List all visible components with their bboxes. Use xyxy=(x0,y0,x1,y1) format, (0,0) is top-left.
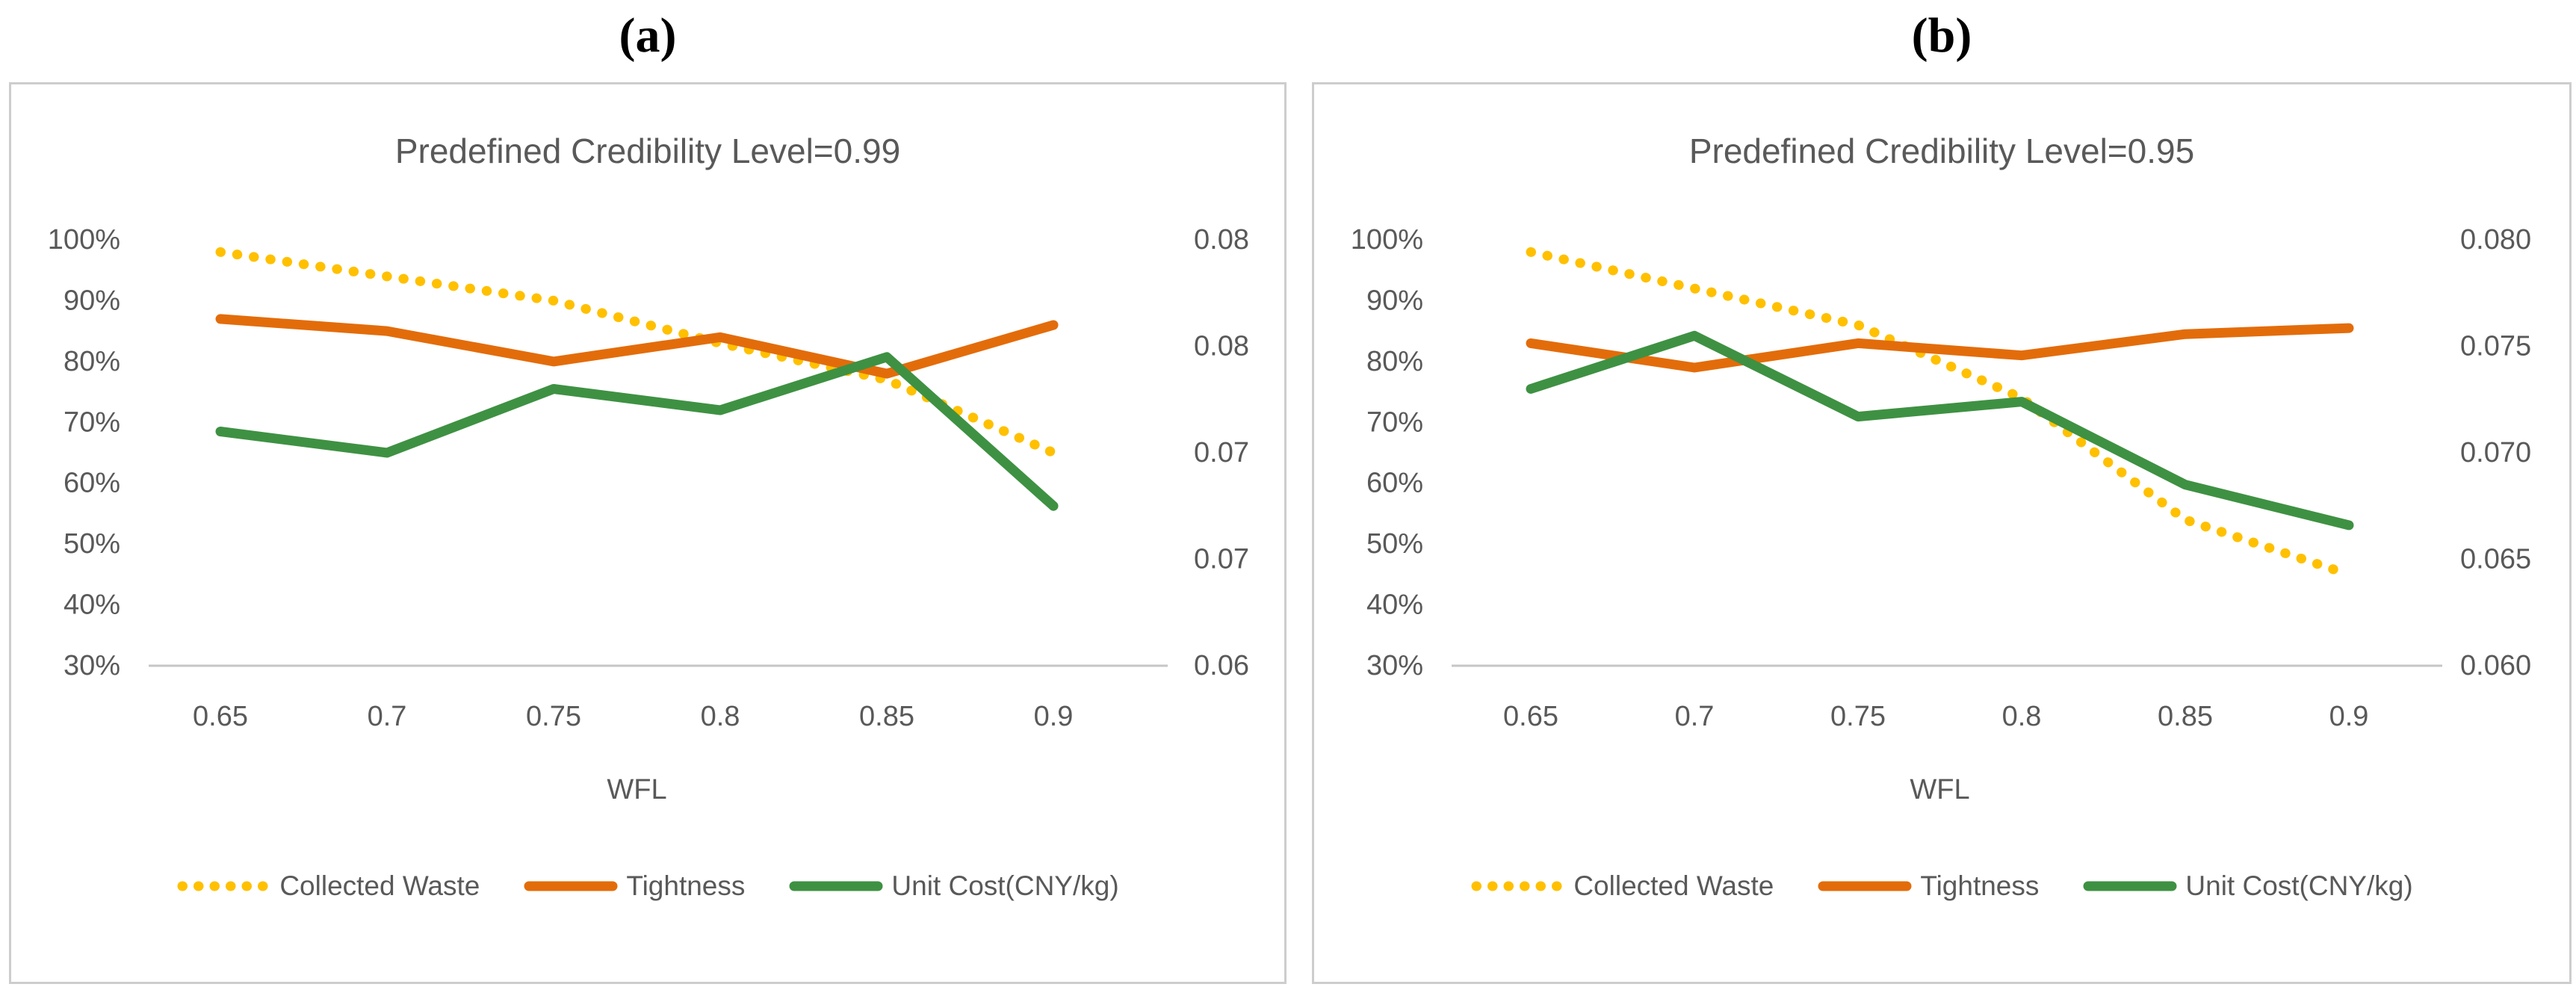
series-collected-waste-line xyxy=(215,247,1059,458)
right-axis-tick-label: 0.060 xyxy=(2460,650,2531,681)
right-axis-tick-label: 0.06 xyxy=(1194,650,1249,681)
right-axis-tick-label: 0.075 xyxy=(2460,331,2531,362)
x-axis-tick-label: 0.8 xyxy=(701,701,740,732)
x-axis-title: WFL xyxy=(607,774,666,805)
series-tightness-line xyxy=(1526,323,2354,373)
legend-label: Tightness xyxy=(626,870,746,901)
left-axis-tick-label: 90% xyxy=(1366,285,1423,316)
legend-swatch-unit-cost-cny-kg xyxy=(2083,881,2177,891)
chart-panel-a: Predefined Credibility Level=0.99 100% 90… xyxy=(9,82,1287,984)
legend-a: Collected Waste Tightness Unit Cost(CNY/kg… xyxy=(11,870,1284,902)
left-axis-tick-label: 80% xyxy=(1366,346,1423,377)
legend-label: Collected Waste xyxy=(279,870,480,901)
right-axis-tick-label: 0.065 xyxy=(2460,544,2531,575)
legend-item-tightness: Tightness xyxy=(523,870,745,902)
right-axis-tick-label: 0.080 xyxy=(2460,224,2531,256)
figure-label-a: (a) xyxy=(619,8,677,63)
left-axis-tick-label: 90% xyxy=(64,285,120,316)
legend-swatch-unit-cost-cny-kg xyxy=(789,881,883,891)
left-axis-tick-label: 30% xyxy=(1366,650,1423,681)
legend-item-collected-waste: Collected Waste xyxy=(176,870,480,902)
legend-swatch-collected-waste xyxy=(177,881,271,891)
legend-label: Unit Cost(CNY/kg) xyxy=(2185,870,2413,901)
left-axis-tick-label: 60% xyxy=(1366,468,1423,499)
legend-swatch-tightness xyxy=(1818,881,1912,891)
legend-swatch-tightness xyxy=(524,881,618,891)
x-axis-tick-label: 0.85 xyxy=(2158,701,2213,732)
x-axis-tick-label: 0.7 xyxy=(368,701,407,732)
left-axis-tick-label: 30% xyxy=(64,650,120,681)
legend-item-tightness: Tightness xyxy=(1817,870,2039,902)
right-axis-tick-label: 0.07 xyxy=(1194,544,1249,575)
chart-panel-b: Predefined Credibility Level=0.95 100% 90… xyxy=(1312,82,2572,984)
legend-item-unit-cost-cny-kg: Unit Cost(CNY/kg) xyxy=(788,870,1119,902)
figure-label-b: (b) xyxy=(1911,8,1972,63)
right-axis-tick-label: 0.08 xyxy=(1194,331,1249,362)
x-axis-tick-label: 0.9 xyxy=(2329,701,2369,732)
x-axis-tick-label: 0.65 xyxy=(1503,701,1558,732)
left-axis-tick-label: 100% xyxy=(1351,224,1423,256)
plot-area-a: 100% 90% 80% 70% 60% 50% 40% 30% 0.08 0.08 0.07 0.0… xyxy=(48,224,1249,805)
legend-b: Collected Waste Tightness Unit Cost(CNY/kg… xyxy=(1314,870,2569,902)
chart-title-a: Predefined Credibility Level=0.99 xyxy=(394,132,901,170)
series-tightness-line xyxy=(215,314,1059,379)
legend-label: Collected Waste xyxy=(1573,870,1774,901)
left-axis-tick-label: 100% xyxy=(48,224,120,256)
left-axis-tick-label: 70% xyxy=(64,406,120,438)
x-axis-tick-label: 0.75 xyxy=(1830,701,1886,732)
x-axis-tick-label: 0.85 xyxy=(859,701,914,732)
x-axis-tick-label: 0.75 xyxy=(526,701,581,732)
x-axis-tick-label: 0.65 xyxy=(193,701,248,732)
plot-area-b: 100% 90% 80% 70% 60% 50% 40% 30% 0.080 0.075 0.070… xyxy=(1351,224,2531,805)
series-unit-cost-cny-kg-line xyxy=(1526,330,2354,530)
left-axis-tick-label: 80% xyxy=(64,346,120,377)
x-axis-tick-label: 0.9 xyxy=(1034,701,1074,732)
series-collected-waste-line xyxy=(1526,247,2354,580)
series-unit-cost-cny-kg-line xyxy=(215,352,1059,511)
chart-title-b: Predefined Credibility Level=0.95 xyxy=(1688,132,2195,170)
legend-label: Unit Cost(CNY/kg) xyxy=(891,870,1119,901)
left-axis-tick-label: 40% xyxy=(1366,590,1423,621)
x-axis-tick-label: 0.7 xyxy=(1675,701,1715,732)
legend-item-collected-waste: Collected Waste xyxy=(1470,870,1774,902)
legend-swatch-collected-waste xyxy=(1471,881,1565,891)
left-axis-tick-label: 70% xyxy=(1366,406,1423,438)
left-axis-tick-label: 60% xyxy=(64,468,120,499)
legend-item-unit-cost-cny-kg: Unit Cost(CNY/kg) xyxy=(2082,870,2413,902)
left-axis-tick-label: 50% xyxy=(64,528,120,560)
legend-label: Tightness xyxy=(1920,870,2040,901)
right-axis-tick-label: 0.070 xyxy=(2460,437,2531,468)
x-axis-title: WFL xyxy=(1910,774,1969,805)
left-axis-tick-label: 40% xyxy=(64,590,120,621)
right-axis-tick-label: 0.08 xyxy=(1194,224,1249,256)
left-axis-tick-label: 50% xyxy=(1366,528,1423,560)
x-axis-tick-label: 0.8 xyxy=(2002,701,2042,732)
right-axis-tick-label: 0.07 xyxy=(1194,437,1249,468)
